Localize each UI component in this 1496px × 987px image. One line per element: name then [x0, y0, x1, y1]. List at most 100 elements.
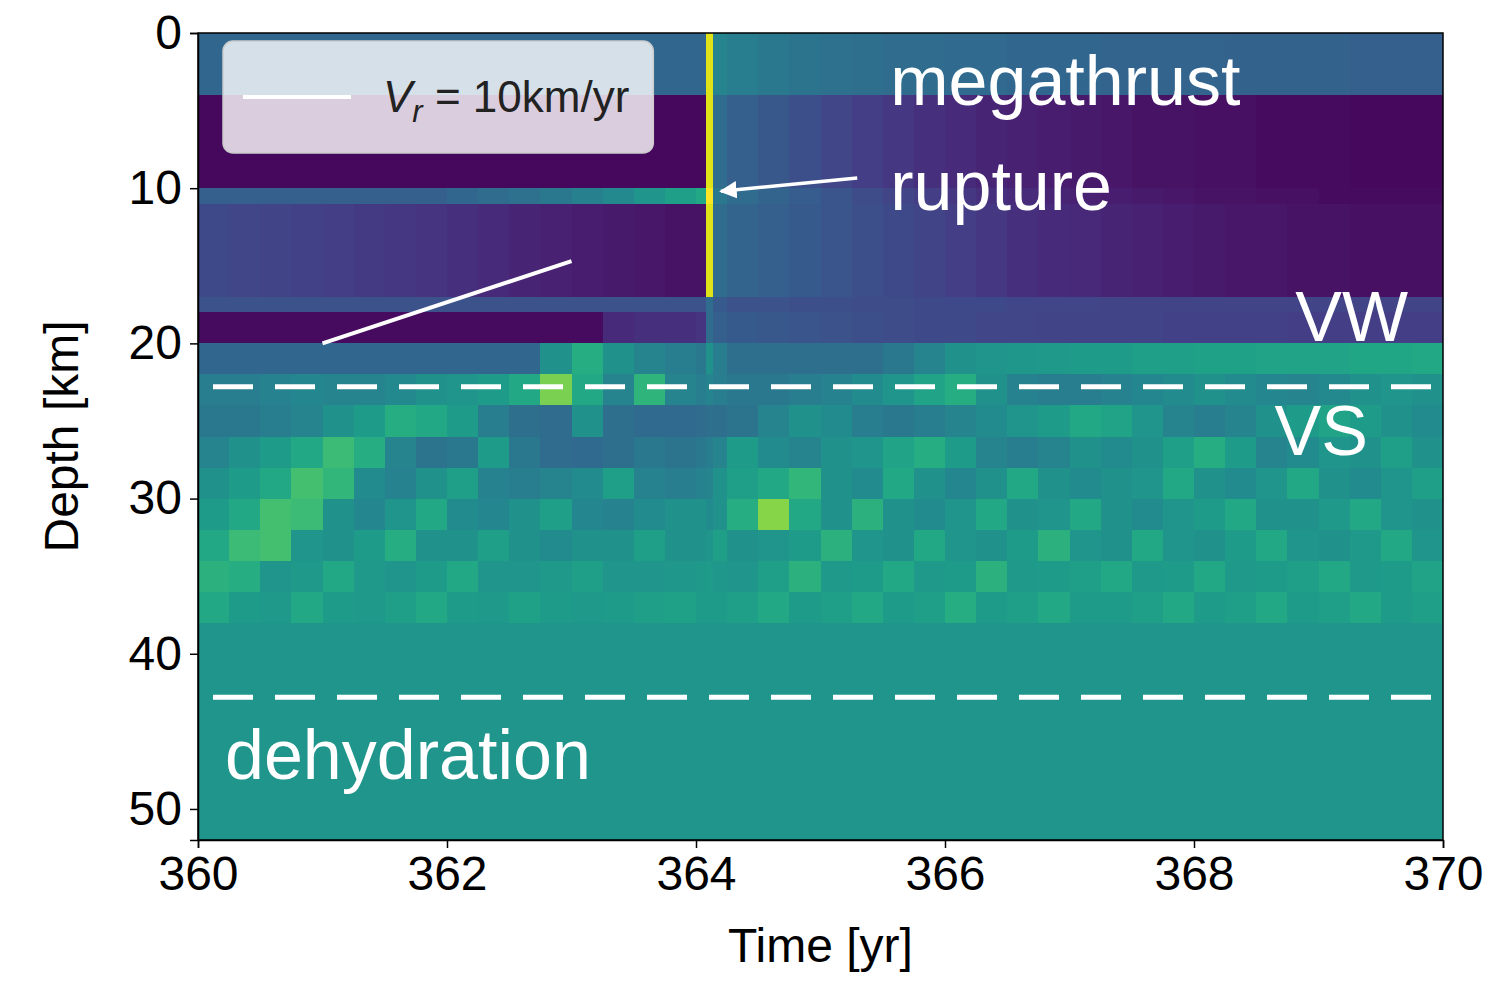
heat-cell	[1412, 468, 1443, 500]
reference-line	[323, 261, 572, 343]
heat-cell	[1350, 188, 1382, 204]
heat-cell	[323, 405, 355, 437]
heat-cell	[1101, 592, 1133, 624]
y-tick-label: 50	[129, 782, 182, 835]
heat-cell	[696, 437, 707, 469]
heat-cell	[229, 188, 261, 204]
heat-cell	[509, 204, 541, 298]
heat-cell	[1287, 561, 1319, 593]
heat-cell	[603, 592, 635, 624]
heat-cell	[706, 623, 714, 840]
heat-cell	[1163, 561, 1195, 593]
heat-cell	[1163, 312, 1195, 344]
heat-cell	[706, 499, 714, 531]
heat-cell	[914, 592, 946, 624]
heat-cell	[665, 312, 697, 344]
heat-cell	[540, 343, 572, 375]
heat-cell	[1194, 374, 1226, 406]
cells	[198, 33, 1443, 840]
heat-cell	[945, 499, 977, 531]
heat-cell	[198, 343, 230, 375]
heat-cell	[821, 623, 853, 840]
heat-cell	[1038, 405, 1070, 437]
heat-cell	[291, 468, 323, 500]
heat-cell	[1007, 437, 1039, 469]
y-tick: 30	[129, 471, 198, 524]
heat-cell	[1381, 33, 1413, 96]
heat-cell	[323, 437, 355, 469]
heat-cell	[696, 468, 707, 500]
heat-cell	[789, 188, 821, 204]
x-tick-label: 362	[407, 847, 487, 900]
heat-cell	[1007, 297, 1039, 313]
heat-cell	[883, 592, 915, 624]
heat-cell	[1256, 561, 1288, 593]
heat-cell	[1256, 188, 1288, 204]
heat-cell	[727, 405, 759, 437]
y-tick: 10	[129, 161, 198, 214]
heat-cell	[789, 95, 821, 189]
heat-cell	[706, 468, 714, 500]
heat-cell	[354, 204, 386, 298]
x-tick-label: 370	[1403, 847, 1483, 900]
heat-cell	[1225, 188, 1257, 204]
heat-cell	[1194, 405, 1226, 437]
heat-cell	[883, 343, 915, 375]
heat-cell	[1038, 343, 1070, 375]
heat-cell	[634, 312, 666, 344]
heat-cell	[758, 592, 790, 624]
heat-cell	[696, 561, 707, 593]
heat-cell	[821, 468, 853, 500]
heat-cell	[727, 374, 759, 406]
heat-cell	[478, 312, 510, 344]
heat-cell	[1350, 468, 1382, 500]
heat-cell	[727, 297, 759, 313]
heat-cell	[1070, 499, 1102, 531]
heat-cell	[852, 312, 884, 344]
heat-cell	[1319, 499, 1351, 531]
heat-cell	[914, 312, 946, 344]
heat-cell	[198, 312, 230, 344]
heat-cell	[572, 343, 604, 375]
heat-cell	[706, 204, 714, 298]
heat-cell	[1225, 437, 1257, 469]
heat-cell	[1007, 623, 1039, 840]
heat-cell	[696, 297, 707, 313]
heat-cell	[1101, 530, 1133, 562]
heat-cell	[229, 468, 261, 500]
heat-cell	[1194, 530, 1226, 562]
heat-cell	[914, 374, 946, 406]
heat-cell	[572, 530, 604, 562]
heat-cell	[603, 499, 635, 531]
heat-cell	[706, 95, 714, 189]
heat-cell	[665, 499, 697, 531]
heat-cell	[540, 312, 572, 344]
x-axis-line	[199, 841, 1444, 849]
heat-cell	[1412, 405, 1443, 437]
heat-cell	[696, 95, 707, 189]
heat-cell	[821, 297, 853, 313]
heat-cell	[1163, 204, 1195, 298]
heat-cell	[416, 437, 448, 469]
heat-cell	[603, 312, 635, 344]
heat-cell	[291, 437, 323, 469]
heat-cell	[1225, 561, 1257, 593]
heat-cell	[603, 374, 635, 406]
heat-cell	[1225, 468, 1257, 500]
heat-cell	[883, 297, 915, 313]
heat-cell	[354, 405, 386, 437]
heat-cell	[1038, 312, 1070, 344]
heat-cell	[1381, 592, 1413, 624]
heat-cell	[1225, 374, 1257, 406]
heat-cell	[1101, 561, 1133, 593]
heat-cell	[385, 468, 417, 500]
legend-box	[223, 41, 653, 153]
heat-cell	[540, 204, 572, 298]
heat-cell	[789, 530, 821, 562]
heat-cell	[198, 405, 230, 437]
heat-cell	[540, 188, 572, 204]
heat-cell	[354, 592, 386, 624]
heat-cell	[1412, 204, 1443, 298]
heat-cell	[291, 343, 323, 375]
heat-cell	[229, 437, 261, 469]
